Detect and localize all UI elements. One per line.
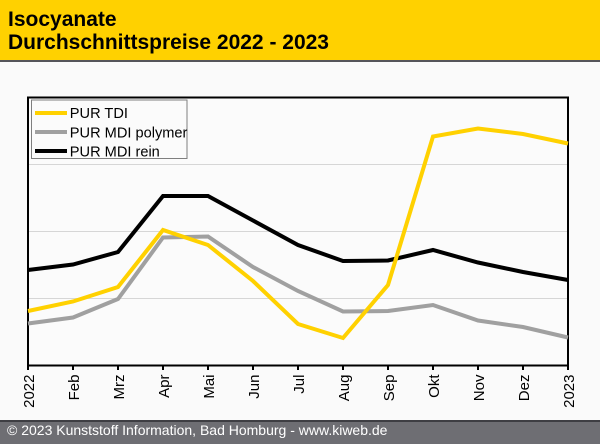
svg-text:Aug: Aug <box>336 375 353 402</box>
svg-text:PUR MDI rein: PUR MDI rein <box>70 144 160 160</box>
svg-text:Mrz: Mrz <box>111 375 128 400</box>
svg-text:Apr: Apr <box>156 374 173 397</box>
svg-text:Okt: Okt <box>426 374 443 398</box>
svg-text:Sep: Sep <box>381 375 398 402</box>
svg-text:PUR MDI polymer: PUR MDI polymer <box>70 125 188 141</box>
svg-text:Nov: Nov <box>471 374 488 401</box>
svg-text:Jul: Jul <box>291 375 308 394</box>
svg-text:Mai: Mai <box>201 375 218 399</box>
svg-text:2023: 2023 <box>561 375 578 408</box>
svg-text:Dez: Dez <box>516 375 533 402</box>
svg-text:Jun: Jun <box>246 375 263 399</box>
svg-text:Feb: Feb <box>66 375 83 401</box>
svg-text:PUR TDI: PUR TDI <box>70 106 128 122</box>
svg-text:2022: 2022 <box>21 375 38 408</box>
